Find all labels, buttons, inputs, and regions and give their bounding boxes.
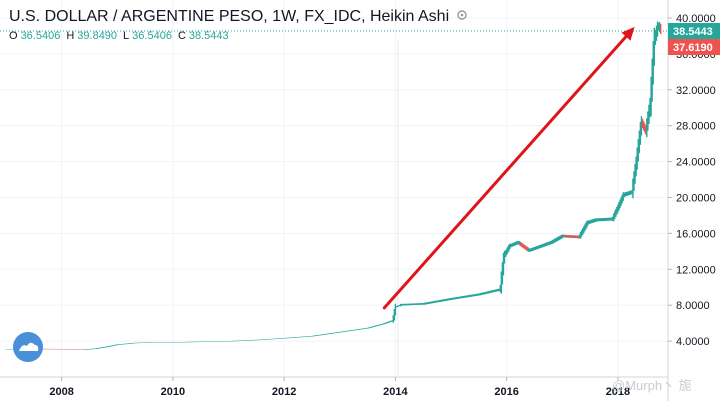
trend-arrow (382, 26, 635, 310)
ohlc-value: 36.5406 (132, 30, 172, 42)
x-tick-label: 2008 (49, 386, 73, 398)
x-tick-label: 2016 (494, 386, 518, 398)
gear-icon[interactable] (457, 10, 467, 20)
arrow-head (621, 26, 635, 41)
ohlc-key: C (178, 30, 186, 42)
ohlc-value: 36.5406 (21, 30, 61, 42)
chart-title: U.S. DOLLAR / ARGENTINE PESO, 1W, FX_IDC… (9, 8, 449, 25)
y-tick-label: 8.0000 (676, 300, 710, 312)
x-tick-label: 2014 (383, 386, 408, 398)
y-tick-label: 4.0000 (676, 336, 710, 348)
x-tick-label: 2010 (161, 386, 185, 398)
watermark: @Murph丶 旎 (612, 378, 692, 393)
ohlc-key: O (9, 30, 18, 42)
ohlc-value: 38.5443 (189, 30, 229, 42)
ohlc-key: L (123, 30, 129, 42)
ohlc-readout: O 36.5406 H 39.8490 L 36.5406 C 38.5443 (9, 30, 229, 42)
arrow-shaft (382, 35, 628, 310)
avatar[interactable] (13, 332, 43, 362)
ohlc-key: H (66, 30, 74, 42)
y-tick-label: 16.0000 (676, 228, 716, 240)
x-tick-label: 2012 (272, 386, 296, 398)
chart-grid (0, 0, 668, 377)
other-price-value: 37.6190 (673, 42, 713, 54)
other-price-badge (668, 39, 720, 56)
y-tick-label: 24.0000 (676, 157, 716, 169)
ohlc-text: O 36.5406 H 39.8490 L 36.5406 C 38.5443 (9, 30, 229, 42)
last-price-value: 38.5443 (673, 26, 713, 38)
y-tick-label: 28.0000 (676, 121, 716, 133)
ohlc-value: 39.8490 (77, 30, 117, 42)
x-axis: 2008 2010 2012 2014 2016 2018 (0, 376, 668, 398)
price-series (5, 21, 662, 350)
x-tick-label: 2018 (606, 386, 630, 398)
y-tick-label: 20.0000 (676, 192, 716, 204)
y-tick-label: 12.0000 (676, 264, 716, 276)
y-tick-label: 32.0000 (676, 85, 716, 97)
last-price-badge (668, 23, 720, 40)
y-tick-label: 40.0000 (676, 13, 716, 25)
